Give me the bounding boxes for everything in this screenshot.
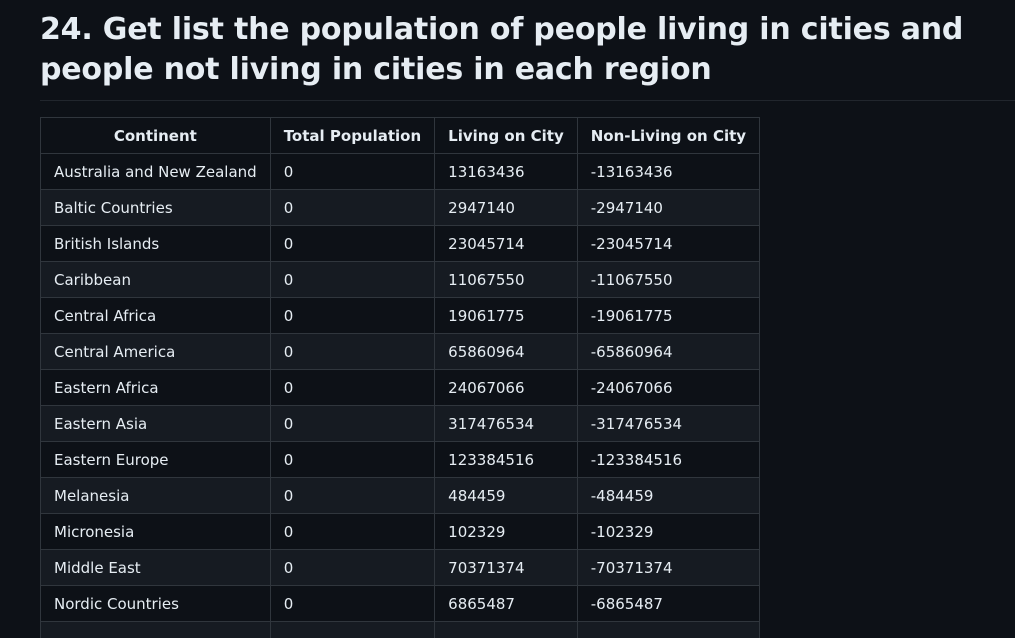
column-header-living-on-city: Living on City — [434, 117, 578, 154]
continent-cell: Eastern Africa — [40, 369, 271, 406]
non-living-on-city-cell: -123384516 — [576, 441, 761, 478]
total-population-cell: 0 — [269, 261, 436, 298]
non-living-on-city-cell: -484459 — [576, 477, 761, 514]
living-on-city-cell: 70371374 — [434, 549, 578, 586]
living-on-city-cell: 65860964 — [434, 333, 578, 370]
table-header-row: Continent Total Population Living on Cit… — [40, 117, 761, 154]
continent-cell: Eastern Asia — [40, 405, 271, 442]
continent-cell: Baltic Countries — [40, 189, 271, 226]
continent-cell: Nordic Countries — [40, 585, 271, 622]
table-row: Caribbean 0 11067550 -11067550 — [40, 261, 761, 298]
population-table: Continent Total Population Living on Cit… — [40, 117, 761, 638]
non-living-on-city-cell: -11067550 — [576, 261, 761, 298]
non-living-on-city-cell: -65860964 — [576, 333, 761, 370]
continent-cell: Australia and New Zealand — [40, 153, 271, 190]
total-population-cell: 0 — [269, 405, 436, 442]
non-living-on-city-cell: -102329 — [576, 513, 761, 550]
column-header-continent: Continent — [40, 117, 271, 154]
living-on-city-cell: 123384516 — [434, 441, 578, 478]
table-row: Eastern Asia 0 317476534 -317476534 — [40, 405, 761, 442]
table-row: Melanesia 0 484459 -484459 — [40, 477, 761, 514]
non-living-on-city-cell: -19061775 — [576, 297, 761, 334]
total-population-cell: 0 — [269, 549, 436, 586]
table-row: Middle East 0 70371374 -70371374 — [40, 549, 761, 586]
total-population-cell: 0 — [269, 189, 436, 226]
continent-cell: Eastern Europe — [40, 441, 271, 478]
living-on-city-cell: 13163436 — [434, 153, 578, 190]
total-population-cell: 0 — [269, 225, 436, 262]
continent-cell: British Islands — [40, 225, 271, 262]
continent-cell: Middle East — [40, 549, 271, 586]
total-population-cell: 0 — [269, 153, 436, 190]
total-population-cell: 0 — [269, 333, 436, 370]
non-living-on-city-cell: -70371374 — [576, 549, 761, 586]
table-row: Central Africa 0 19061775 -19061775 — [40, 297, 761, 334]
table-row: Australia and New Zealand 0 13163436 -13163… — [40, 153, 761, 190]
living-on-city-cell: 102329 — [434, 513, 578, 550]
non-living-on-city-cell: -24067066 — [576, 369, 761, 406]
continent-cell: Central America — [40, 333, 271, 370]
living-on-city-cell: 24067066 — [434, 369, 578, 406]
non-living-on-city-cell — [576, 621, 761, 638]
continent-cell: Caribbean — [40, 261, 271, 298]
table-row: Nordic Countries 0 6865487 -6865487 — [40, 585, 761, 622]
non-living-on-city-cell: -23045714 — [576, 225, 761, 262]
non-living-on-city-cell: -317476534 — [576, 405, 761, 442]
total-population-cell: 0 — [269, 297, 436, 334]
continent-cell: Central Africa — [40, 297, 271, 334]
non-living-on-city-cell: -13163436 — [576, 153, 761, 190]
total-population-cell: 0 — [269, 477, 436, 514]
table-row: Eastern Europe 0 123384516 -123384516 — [40, 441, 761, 478]
living-on-city-cell — [434, 621, 578, 638]
heading-divider — [40, 100, 1015, 101]
non-living-on-city-cell: -6865487 — [576, 585, 761, 622]
continent-cell: Micronesia — [40, 513, 271, 550]
table-row: Baltic Countries 0 2947140 -2947140 — [40, 189, 761, 226]
living-on-city-cell: 23045714 — [434, 225, 578, 262]
total-population-cell: 0 — [269, 513, 436, 550]
table-row: Micronesia 0 102329 -102329 — [40, 513, 761, 550]
total-population-cell: 0 — [269, 441, 436, 478]
living-on-city-cell: 484459 — [434, 477, 578, 514]
living-on-city-cell: 317476534 — [434, 405, 578, 442]
living-on-city-cell: 6865487 — [434, 585, 578, 622]
living-on-city-cell: 2947140 — [434, 189, 578, 226]
table-body: Australia and New Zealand 0 13163436 -13163… — [40, 153, 761, 638]
non-living-on-city-cell: -2947140 — [576, 189, 761, 226]
total-population-cell: 0 — [269, 585, 436, 622]
total-population-cell: 0 — [269, 369, 436, 406]
table-row — [40, 621, 761, 638]
section-heading: 24. Get list the population of people li… — [40, 12, 964, 87]
table-row: Central America 0 65860964 -65860964 — [40, 333, 761, 370]
living-on-city-cell: 19061775 — [434, 297, 578, 334]
continent-cell: Melanesia — [40, 477, 271, 514]
column-header-total-population: Total Population — [269, 117, 436, 154]
table-row: Eastern Africa 0 24067066 -24067066 — [40, 369, 761, 406]
table-row: British Islands 0 23045714 -23045714 — [40, 225, 761, 262]
total-population-cell — [269, 621, 436, 638]
column-header-non-living-on-city: Non-Living on City — [576, 117, 761, 154]
continent-cell — [40, 621, 271, 638]
living-on-city-cell: 11067550 — [434, 261, 578, 298]
